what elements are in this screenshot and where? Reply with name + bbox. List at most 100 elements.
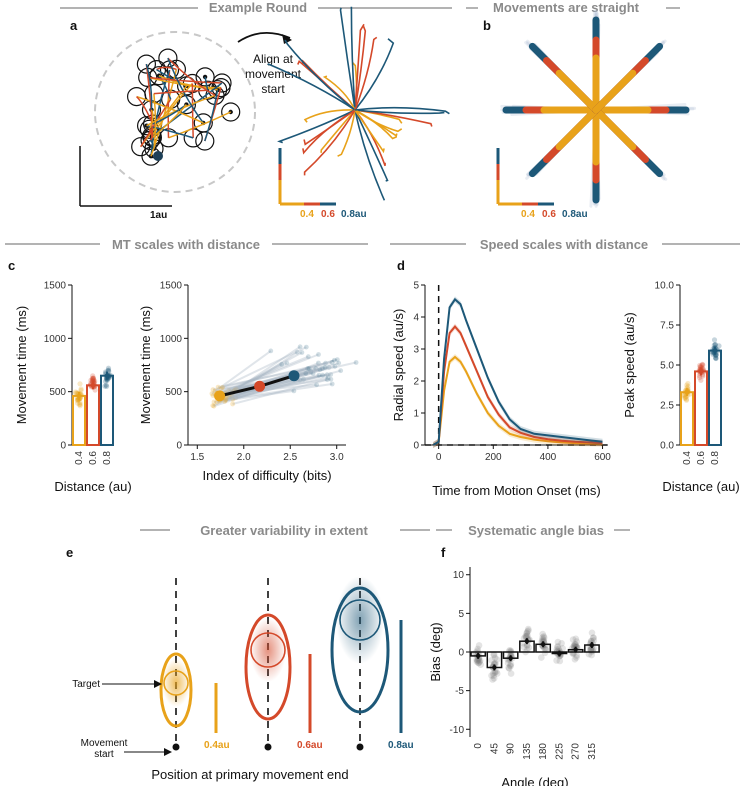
data-point xyxy=(104,377,110,383)
subject-line xyxy=(212,362,326,391)
target-08 xyxy=(339,599,381,641)
data-point xyxy=(505,665,513,672)
y-axis-label: Bias (deg) xyxy=(428,622,443,681)
data-point xyxy=(102,378,109,385)
y-axis-label: Movement time (ms) xyxy=(14,306,29,424)
subject-point xyxy=(316,372,322,378)
data-point xyxy=(77,399,83,406)
movement-path xyxy=(168,111,232,139)
subject-point xyxy=(291,388,297,394)
movement-path xyxy=(153,93,157,149)
data-point xyxy=(698,377,704,383)
data-point xyxy=(523,629,530,637)
data-point xyxy=(488,672,495,679)
data-point xyxy=(712,342,718,348)
chart-speed-profile: 0 1 2 3 4 5 0 200 400 600 Time from Motion Onset (… xyxy=(391,281,611,499)
data-point xyxy=(569,636,577,643)
panel-label-d: d xyxy=(397,258,405,273)
subject-point xyxy=(230,397,236,402)
aligned-path xyxy=(303,109,356,176)
data-point xyxy=(90,373,96,379)
y-tick-label: 1000 xyxy=(44,334,67,345)
subject-point xyxy=(332,363,338,369)
movement-path xyxy=(158,75,172,100)
subject-point xyxy=(353,360,359,365)
subject-point xyxy=(294,349,300,355)
x-tick-label: 0.6 xyxy=(88,451,99,465)
data-point xyxy=(571,641,579,649)
y-tick-label: 0.0 xyxy=(660,441,674,452)
section-mt: MT scales with distance xyxy=(112,237,260,252)
data-point xyxy=(103,382,109,388)
data-point xyxy=(525,627,532,634)
data-point xyxy=(683,397,690,403)
legend-b-label-06: 0.6 xyxy=(542,209,556,220)
x-tick-label: 0.8 xyxy=(102,451,113,465)
data-point xyxy=(589,647,596,655)
y-tick-label: 1000 xyxy=(160,334,183,345)
aligned-paths xyxy=(267,6,450,201)
data-point xyxy=(105,367,112,373)
subject-point xyxy=(323,360,328,366)
subject-point xyxy=(322,365,328,370)
variability-ellipse-06 xyxy=(244,613,292,721)
x-tick-label: 3.0 xyxy=(330,452,344,463)
panel-label-b: b xyxy=(483,18,491,33)
bar-mean-dot xyxy=(492,665,497,670)
subject-point xyxy=(297,344,303,350)
data-point xyxy=(558,640,565,647)
section-headers: Example Round Movements are straight MT … xyxy=(5,0,740,538)
x-tick-label: 600 xyxy=(594,452,611,463)
data-point xyxy=(523,630,531,637)
panel-label-c: c xyxy=(8,258,15,273)
data-point xyxy=(78,386,84,392)
subject-point xyxy=(299,350,305,355)
data-point xyxy=(493,656,501,663)
bar-mean-dot xyxy=(104,373,110,378)
x-tick-label: 270 xyxy=(571,743,582,760)
subject-point xyxy=(233,395,239,401)
start-pointer-head xyxy=(164,748,172,756)
subject-point xyxy=(284,360,290,366)
y-tick-label: 0 xyxy=(176,441,182,452)
data-point xyxy=(77,401,83,407)
subject-point xyxy=(336,360,342,366)
x-tick-label: 2.0 xyxy=(237,452,251,463)
legend-label-06: 0.6 xyxy=(321,209,335,220)
data-point xyxy=(476,658,484,666)
panel-label-e: e xyxy=(66,545,73,560)
data-point xyxy=(699,362,705,368)
movement-path xyxy=(147,76,218,91)
x-tick-label: 400 xyxy=(540,452,557,463)
endpoint-cloud-08 xyxy=(336,576,384,664)
subject-line xyxy=(213,366,330,408)
mean-path xyxy=(555,106,600,151)
data-point xyxy=(700,362,706,368)
y-tick-label: 3 xyxy=(413,345,419,356)
bar-mean-dot xyxy=(90,383,96,388)
subject-point xyxy=(328,376,334,382)
data-point xyxy=(90,375,97,381)
straight-movements-star xyxy=(500,9,697,208)
x-axis-label: Distance (au) xyxy=(662,479,739,494)
subject-line xyxy=(229,362,288,393)
target-04 xyxy=(163,670,189,696)
data-point xyxy=(525,644,533,651)
subject-point xyxy=(329,381,335,387)
subject-line xyxy=(222,346,307,389)
y-tick-label: 0 xyxy=(60,441,66,452)
data-point xyxy=(475,659,482,667)
data-point xyxy=(573,652,581,659)
data-point xyxy=(539,634,546,641)
subject-point xyxy=(211,399,217,405)
bar-mean-dot xyxy=(475,653,481,659)
movement-path xyxy=(204,76,209,91)
data-point xyxy=(75,400,81,406)
data-point xyxy=(524,628,531,635)
y-tick-label: 2 xyxy=(413,377,419,388)
data-point xyxy=(477,661,485,668)
bar xyxy=(86,384,100,446)
x-tick-label: 180 xyxy=(538,743,549,760)
subject-line xyxy=(232,345,301,393)
data-point xyxy=(523,641,531,649)
